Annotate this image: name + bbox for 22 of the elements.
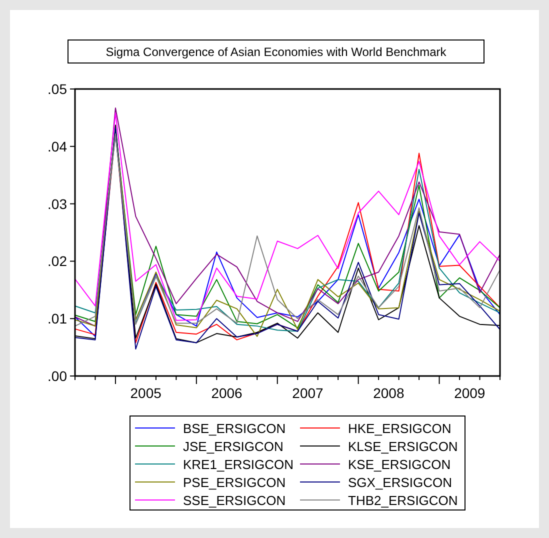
y-tick-label: .05 — [48, 81, 68, 97]
chart-title: Sigma Convergence of Asian Economies with World Benchmark — [106, 45, 448, 59]
y-tick-label: .01 — [48, 310, 68, 327]
y-tick-label: .03 — [48, 196, 68, 212]
legend-label: SGX_ERSIGCON — [348, 475, 452, 490]
legend-label: KRE1_ERSIGCON — [183, 457, 294, 472]
legend-label: JSE_ERSIGCON — [183, 439, 284, 454]
legend-label: KLSE_ERSIGCON — [348, 439, 458, 454]
legend-label: HKE_ERSIGCON — [348, 421, 452, 436]
x-tick-label: 2005 — [130, 385, 162, 401]
x-tick-label: 2009 — [454, 385, 486, 401]
legend-label: KSE_ERSIGCON — [348, 457, 451, 472]
x-tick-label: 2006 — [211, 385, 243, 401]
x-tick-label: 2008 — [373, 385, 404, 401]
legend-label: PSE_ERSIGCON — [183, 475, 286, 490]
legend-label: BSE_ERSIGCON — [183, 421, 286, 436]
x-tick-label: 2007 — [292, 385, 324, 401]
y-tick-label: .00 — [48, 368, 68, 384]
legend-label: THB2_ERSIGCON — [348, 493, 458, 508]
y-tick-label: .04 — [48, 138, 68, 154]
legend-label: SSE_ERSIGCON — [183, 493, 286, 508]
y-tick-label: .02 — [48, 253, 68, 270]
